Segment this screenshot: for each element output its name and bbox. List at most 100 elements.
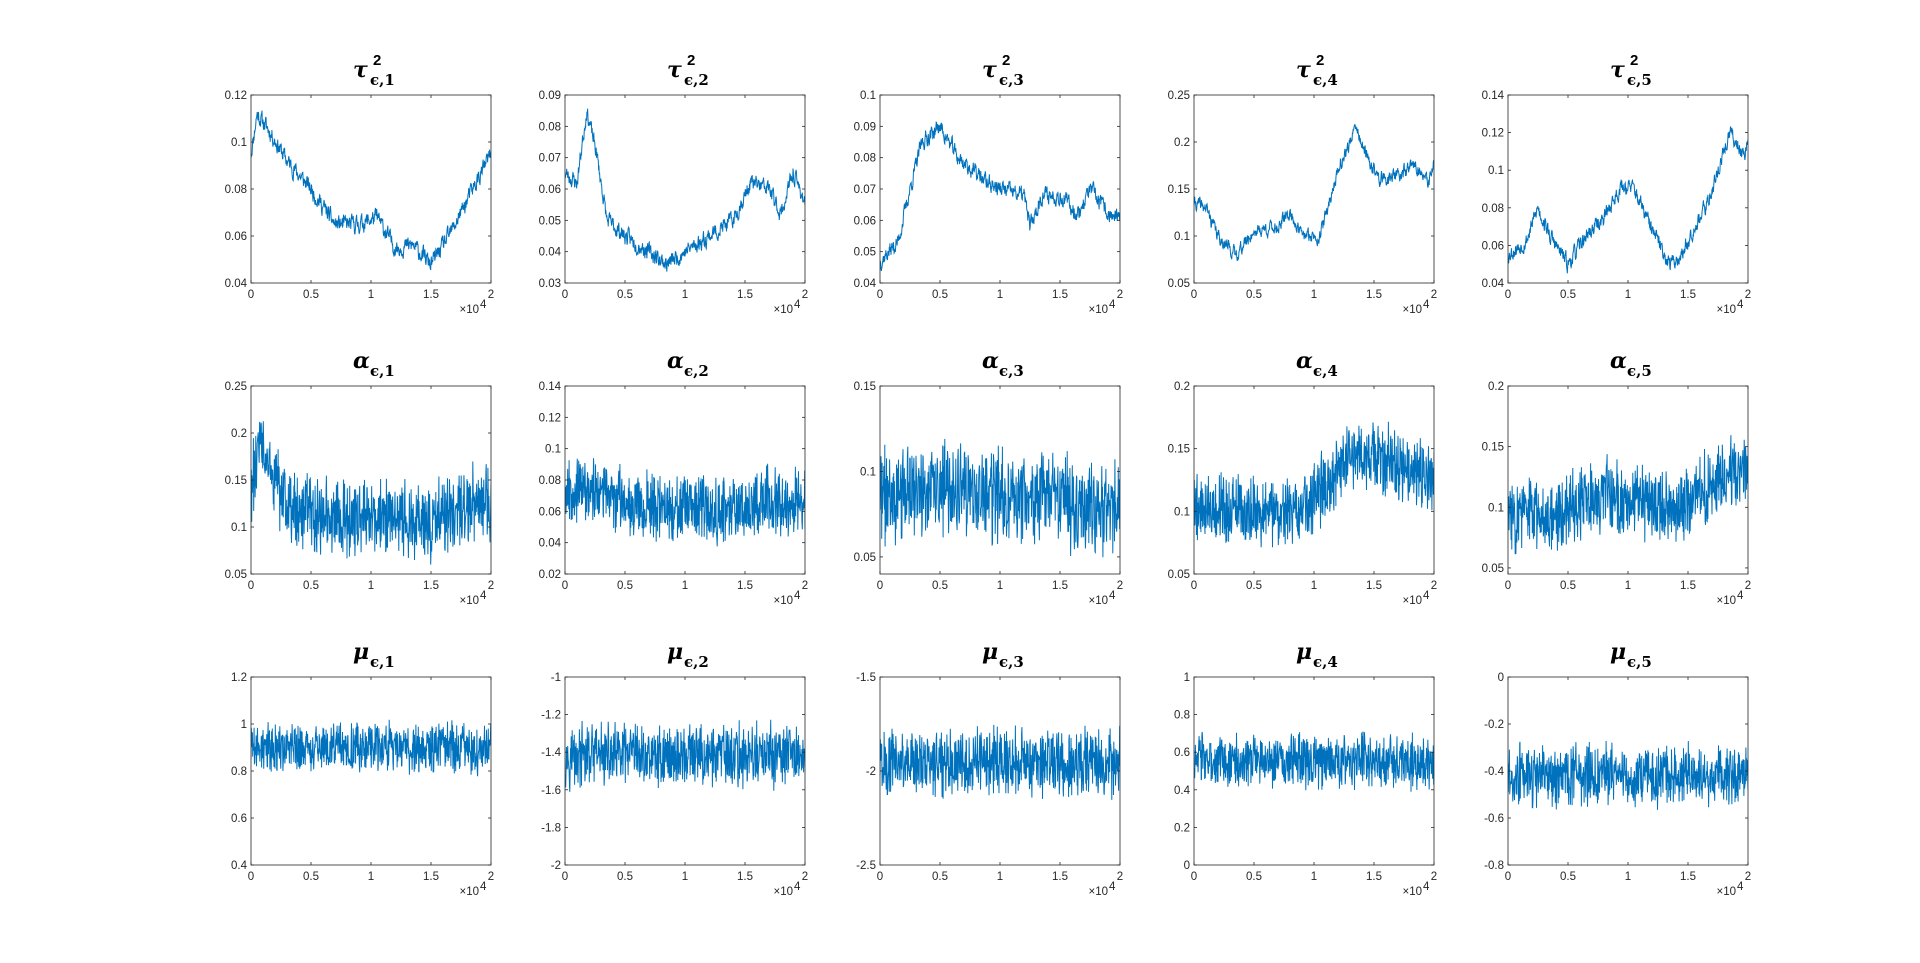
y-tick-label: 0.15 — [225, 475, 247, 487]
x-exponent-power: 4 — [1109, 299, 1116, 311]
y-tick-label: 0.1 — [231, 522, 247, 534]
y-tick-label: 0.05 — [1168, 278, 1190, 290]
y-tick-label: 0.4 — [231, 860, 248, 872]
x-exponent-label: ×10 — [1088, 886, 1108, 898]
x-tick-label: 1 — [1311, 871, 1317, 883]
x-tick-label: 0 — [562, 289, 568, 301]
y-tick-label: -2 — [866, 766, 876, 778]
x-tick-label: 1.5 — [737, 580, 753, 592]
x-tick-label: 0 — [877, 871, 883, 883]
x-tick-label: 1.5 — [1366, 871, 1382, 883]
chart-title-symbol: τ — [982, 57, 997, 83]
series-line — [251, 421, 491, 565]
chart-title-subscript: ϵ,5 — [1627, 71, 1652, 89]
chart-title-subscript: ϵ,3 — [999, 653, 1024, 671]
x-tick-label: 0 — [248, 871, 254, 883]
x-tick-label: 1 — [368, 289, 374, 301]
y-tick-label: -0.4 — [1484, 766, 1504, 778]
chart-title-symbol: μ — [667, 639, 683, 665]
x-tick-label: 0.5 — [1246, 289, 1262, 301]
chart-title-symbol: α — [982, 348, 999, 374]
chart-title-symbol: μ — [982, 639, 998, 665]
x-tick-label: 1.5 — [1366, 580, 1382, 592]
y-tick-label: -1.4 — [541, 747, 561, 759]
x-tick-label: 0.5 — [617, 871, 633, 883]
x-tick-label: 2 — [1745, 580, 1751, 592]
x-tick-label: 2 — [1431, 580, 1437, 592]
x-tick-label: 0.5 — [1560, 871, 1576, 883]
x-tick-label: 0 — [1505, 580, 1511, 592]
chart-title-subscript: ϵ,4 — [1313, 362, 1338, 380]
x-tick-label: 1.5 — [1366, 289, 1382, 301]
y-tick-label: 0.14 — [1482, 90, 1505, 102]
y-tick-label: 0.12 — [539, 412, 561, 424]
x-tick-label: 2 — [1431, 871, 1437, 883]
x-exponent-power: 4 — [794, 881, 801, 893]
x-tick-label: 1 — [997, 871, 1003, 883]
x-tick-label: 2 — [1117, 871, 1123, 883]
y-tick-label: 0.08 — [854, 153, 876, 165]
x-exponent-power: 4 — [1423, 299, 1430, 311]
subplot-2-2: 0 0.5 1 1.5 2 ×10 4 0.02 0.04 0.06 0.08 0.1 0.12 0.14… — [539, 348, 809, 607]
y-tick-label: 0.1 — [1174, 231, 1190, 243]
x-tick-label: 0 — [1191, 871, 1197, 883]
y-tick-label: 0.09 — [539, 90, 561, 102]
y-tick-label: 0.04 — [1482, 278, 1505, 290]
y-tick-label: 0.05 — [854, 552, 876, 564]
x-exponent-power: 4 — [1109, 590, 1116, 602]
subplot-2-5: 0 0.5 1 1.5 2 ×10 4 0.05 0.1 0.15 0.2 α ϵ,5 — [1482, 348, 1752, 607]
x-tick-label: 0.5 — [617, 289, 633, 301]
y-tick-label: 0.12 — [225, 90, 247, 102]
chart-title-symbol: μ — [1610, 639, 1626, 665]
x-tick-label: 1.5 — [423, 871, 439, 883]
chart-title-symbol: τ — [1610, 57, 1625, 83]
x-tick-label: 0.5 — [303, 289, 319, 301]
axes-box — [250, 385, 492, 575]
x-tick-label: 1 — [368, 580, 374, 592]
y-tick-label: 0.1 — [860, 90, 876, 102]
chart-title-symbol: τ — [667, 57, 682, 83]
y-tick-label: 0.2 — [1488, 381, 1504, 393]
x-tick-label: 2 — [1745, 871, 1751, 883]
x-exponent-label: ×10 — [1088, 595, 1108, 607]
chart-title-superscript: 2 — [1630, 52, 1638, 69]
x-tick-label: 1 — [997, 580, 1003, 592]
chart-title-subscript: ϵ,1 — [370, 362, 395, 380]
x-exponent-power: 4 — [1423, 590, 1430, 602]
x-tick-label: 1.5 — [423, 580, 439, 592]
y-tick-label: 0.06 — [539, 506, 561, 518]
x-exponent-power: 4 — [794, 590, 801, 602]
x-tick-label: 0 — [877, 580, 883, 592]
x-tick-label: 1 — [682, 580, 688, 592]
subplot-2-1: 0 0.5 1 1.5 2 ×10 4 0.05 0.1 0.15 0.2 0.25 α ϵ,1 — [225, 348, 495, 607]
x-tick-label: 0.5 — [932, 580, 948, 592]
y-tick-label: 0.06 — [854, 215, 876, 227]
subplot-3-3: 0 0.5 1 1.5 2 ×10 4 -2.5 -2 -1.5 μ ϵ,3 — [856, 639, 1123, 898]
series-line — [565, 719, 805, 792]
x-tick-label: 2 — [802, 289, 808, 301]
x-exponent-label: ×10 — [1402, 886, 1422, 898]
x-exponent-label: ×10 — [1716, 304, 1736, 316]
x-tick-label: 0 — [877, 289, 883, 301]
y-tick-label: 0.14 — [539, 381, 562, 393]
x-tick-label: 1.5 — [737, 871, 753, 883]
series-line — [565, 458, 805, 547]
x-exponent-label: ×10 — [1402, 304, 1422, 316]
series-line — [251, 719, 491, 777]
x-tick-label: 2 — [488, 289, 494, 301]
y-tick-label: 0.6 — [231, 813, 247, 825]
y-tick-label: 0 — [1498, 672, 1504, 684]
series-line — [1508, 435, 1748, 555]
series-line — [565, 108, 805, 272]
y-tick-label: 0.05 — [225, 569, 247, 581]
y-tick-label: 1.2 — [231, 672, 247, 684]
y-tick-label: 0.12 — [1482, 128, 1504, 140]
chart-title-superscript: 2 — [687, 52, 695, 69]
x-exponent-label: ×10 — [1088, 304, 1108, 316]
x-tick-label: 1.5 — [1680, 580, 1696, 592]
x-tick-label: 2 — [802, 580, 808, 592]
y-tick-label: 0.07 — [539, 153, 561, 165]
x-exponent-power: 4 — [1109, 881, 1116, 893]
y-tick-label: 0.08 — [539, 121, 561, 133]
x-tick-label: 1.5 — [1052, 580, 1068, 592]
